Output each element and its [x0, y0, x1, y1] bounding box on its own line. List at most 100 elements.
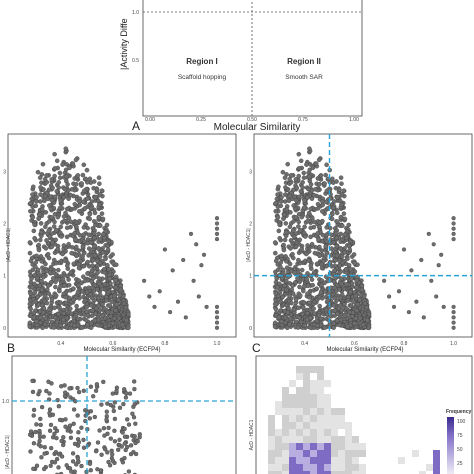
panel-b-point [54, 319, 60, 325]
panel-b-point [41, 187, 46, 192]
panel-b-point [40, 265, 45, 270]
panel-b-point [44, 300, 50, 306]
panel-d-point [106, 425, 111, 431]
heatmap-cell [324, 408, 331, 415]
panel-b-point [38, 221, 44, 226]
panel-c-point [332, 308, 338, 313]
panel-c: |AcD - HDAC1| 0 1 2 3 0.4 0.6 0.8 1.0 C Molecu… [246, 133, 473, 355]
panel-d-point [110, 452, 115, 457]
heatmap-cell [345, 457, 352, 464]
panel-d-point [48, 422, 54, 428]
panel-d-point [101, 426, 107, 431]
panel-b-point [110, 252, 115, 257]
panel-c-point [284, 278, 289, 284]
heatmap-cell [303, 366, 310, 373]
panel-c-point [310, 165, 316, 171]
panel-b-point [168, 310, 173, 315]
panel-b-point [58, 323, 64, 328]
panel-d-point [97, 428, 102, 433]
panel-c-point [305, 311, 310, 316]
heatmap-cell [310, 380, 317, 387]
panel-b-point [42, 176, 48, 182]
panel-c-point [332, 295, 337, 301]
panel-b-point [35, 294, 40, 300]
panel-c-point [298, 158, 304, 164]
panel-b-point [81, 188, 87, 194]
panel-b-point [72, 231, 77, 236]
panel-c-point [341, 188, 347, 193]
panel-c-point [301, 205, 307, 211]
heatmap-cell [433, 450, 440, 457]
panel-d-point [123, 395, 129, 400]
panel-d-point [67, 386, 72, 391]
panel-b-point [54, 158, 60, 164]
panel-d-point [126, 469, 132, 474]
panel-c-point [334, 235, 339, 241]
panel-a-xlabel: Molecular Similarity [214, 122, 301, 133]
panel-c-point [289, 300, 294, 306]
panel-c-point [292, 270, 297, 275]
panel-b-point [93, 311, 98, 317]
panel-c-point [301, 288, 306, 294]
heatmap-cell [331, 422, 338, 429]
panel-e-frame [255, 355, 473, 474]
panel-b-point [30, 267, 36, 272]
heatmap-cell [433, 464, 440, 471]
heatmap-cell [275, 450, 282, 457]
panel-b-point [84, 289, 90, 295]
panel-b-point [97, 281, 102, 287]
heatmap-cell [324, 443, 331, 450]
panel-b-point [121, 301, 127, 306]
panel-c-point [282, 237, 288, 243]
panel-b-point [49, 297, 55, 302]
panel-b-point [34, 253, 39, 259]
panel-b-point [113, 308, 118, 313]
panel-d-point [76, 430, 81, 435]
panel-c-point [318, 290, 324, 295]
panel-c-point [436, 263, 441, 268]
panel-c-point [426, 231, 431, 236]
panel-b-point [95, 270, 100, 275]
panel-d-point [101, 379, 106, 385]
panel-d-point [52, 431, 57, 436]
heatmap-cell [282, 408, 289, 415]
panel-c-point [421, 315, 426, 320]
panel-c-point [278, 260, 284, 265]
heatmap-cell [289, 464, 296, 471]
panel-c-point [296, 224, 301, 229]
panel-a-xtick-2: 0.50 [247, 117, 257, 123]
heatmap-cell [324, 415, 331, 422]
panel-c-point [296, 166, 302, 171]
panel-c-point [334, 230, 339, 236]
panel-b-point [56, 311, 61, 317]
panel-c-point [317, 244, 322, 250]
panel-d-point [59, 438, 64, 444]
panel-b-point [46, 283, 51, 288]
panel-c-point [278, 264, 283, 270]
panel-c-point [319, 282, 324, 288]
heatmap-cell [282, 387, 289, 394]
panel-c-point [286, 198, 292, 204]
panel-c-point [315, 231, 320, 236]
heatmap-cell [282, 401, 289, 408]
panel-c-point [354, 278, 360, 283]
panel-b-point [77, 218, 82, 224]
heatmap-cell [310, 429, 317, 436]
heatmap-cell [282, 471, 289, 474]
panel-c-point [293, 231, 299, 236]
panel-d-point [63, 390, 68, 395]
heatmap-cell [331, 408, 338, 415]
panel-c-point [279, 253, 284, 259]
panel-b-point [51, 325, 57, 330]
panel-c-point [278, 299, 283, 305]
panel-d-point [48, 463, 53, 468]
panel-c-point [288, 210, 293, 215]
heatmap-cell [338, 415, 345, 422]
panel-b-point [68, 270, 74, 275]
panel-c-point [338, 246, 343, 252]
panel-b-xtick: 1.0 [214, 341, 221, 347]
panel-c-point [293, 215, 299, 220]
heatmap-cell [296, 415, 303, 422]
heatmap-cell [317, 471, 324, 474]
panel-c-point [339, 192, 345, 197]
